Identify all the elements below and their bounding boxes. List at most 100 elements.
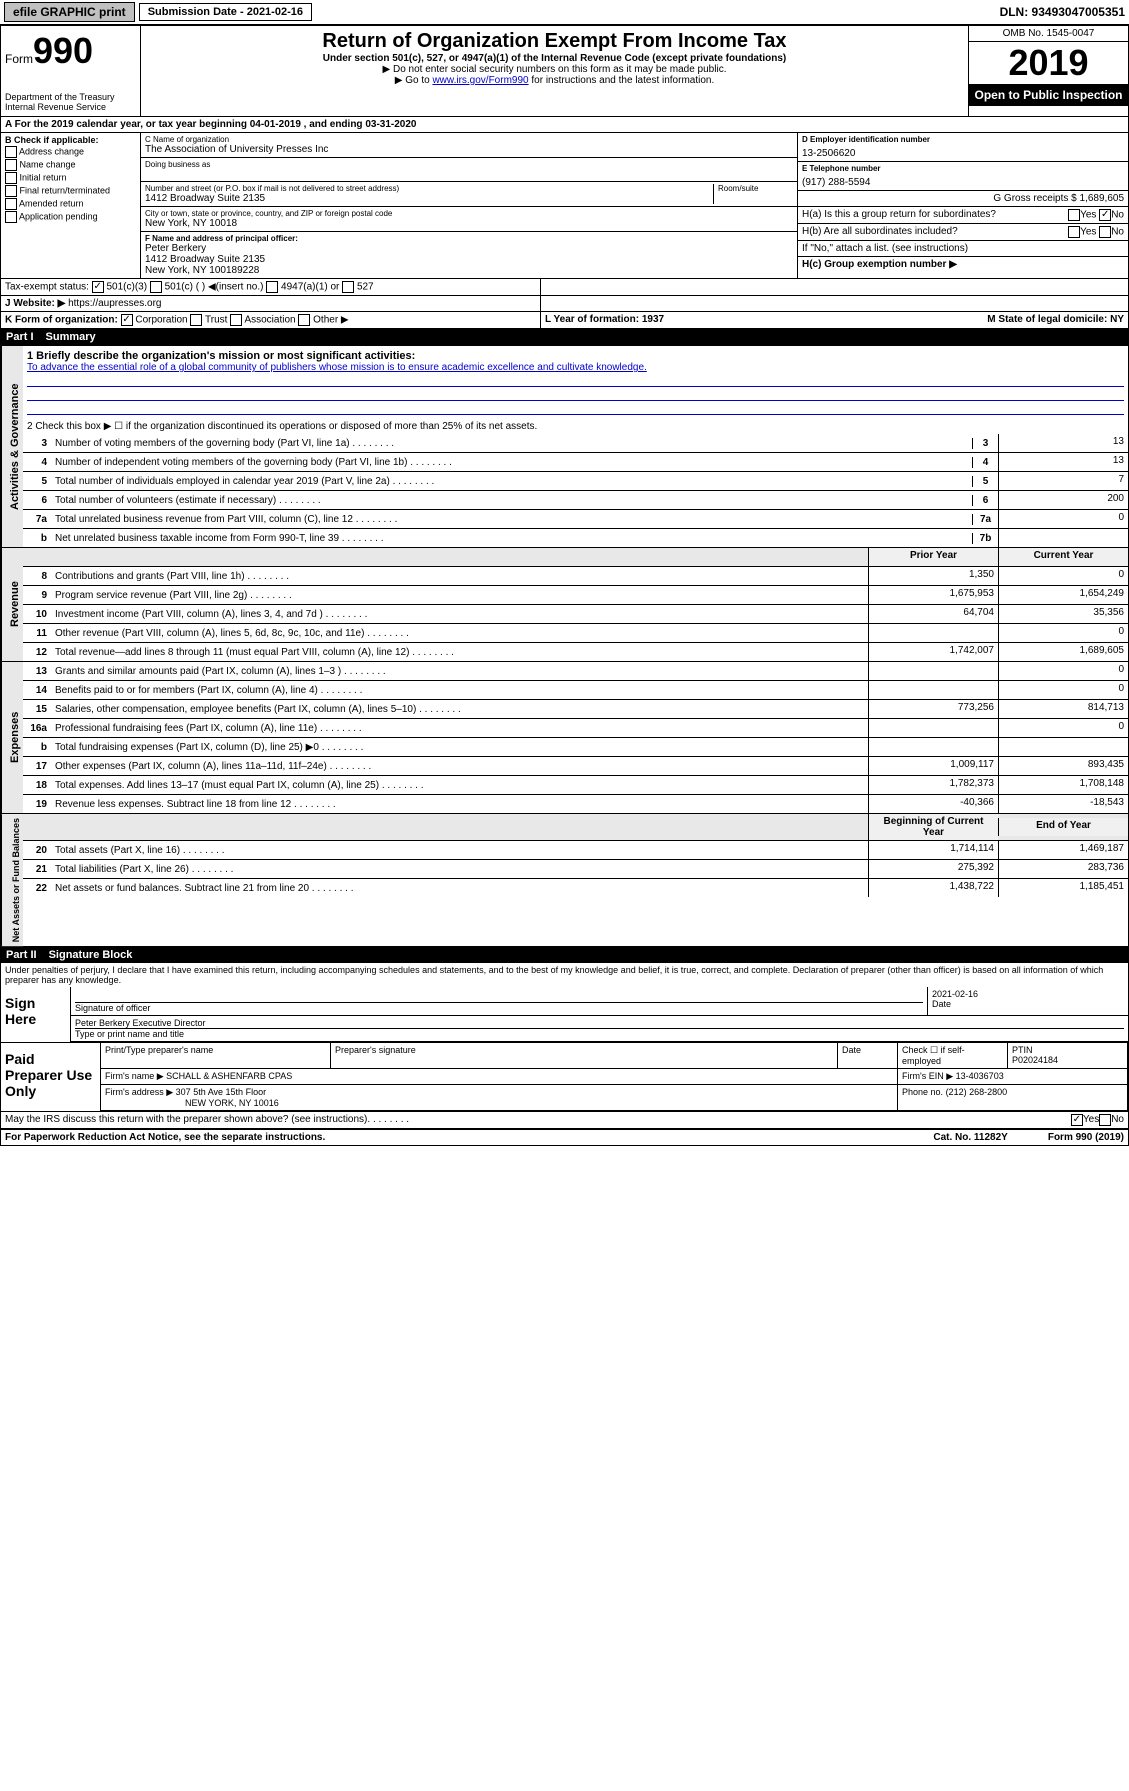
hb-yes[interactable] (1068, 226, 1080, 238)
discuss-q: May the IRS discuss this return with the… (5, 1114, 367, 1126)
side-revenue: Revenue (1, 548, 23, 661)
col-begin: Beginning of Current Year (868, 814, 998, 840)
gross-receipts: G Gross receipts $ 1,689,605 (798, 191, 1128, 207)
cb-corp[interactable] (121, 314, 133, 326)
website-url[interactable]: https://aupresses.org (68, 298, 161, 309)
cb-527[interactable] (342, 281, 354, 293)
paperwork-notice: For Paperwork Reduction Act Notice, see … (5, 1132, 325, 1143)
goto-hint: ▶ Go to www.irs.gov/Form990 for instruct… (145, 75, 964, 86)
hb-note: If "No," attach a list. (see instruction… (798, 241, 1128, 257)
side-expenses: Expenses (1, 662, 23, 813)
sign-here-label: Sign Here (1, 987, 71, 1042)
irs-link[interactable]: www.irs.gov/Form990 (432, 75, 528, 86)
firm-name: SCHALL & ASHENFARB CPAS (166, 1071, 292, 1081)
form-title: Return of Organization Exempt From Incom… (145, 30, 964, 53)
cb-other[interactable] (298, 314, 310, 326)
ssn-hint: ▶ Do not enter social security numbers o… (145, 64, 964, 75)
form-header: Form 990 Department of the Treasury Inte… (0, 26, 1129, 117)
cb-name-change[interactable] (5, 159, 17, 171)
cb-trust[interactable] (190, 314, 202, 326)
part1-header: Part I Summary (0, 329, 1129, 345)
perjury-text: Under penalties of perjury, I declare th… (1, 963, 1128, 987)
prep-name-h: Print/Type preparer's name (101, 1043, 331, 1068)
department: Department of the Treasury Internal Reve… (5, 92, 136, 112)
discuss-yes[interactable] (1071, 1114, 1083, 1126)
prep-selfemp: Check ☐ if self-employed (898, 1043, 1008, 1068)
city-label: City or town, state or province, country… (145, 209, 793, 218)
netassets-section: Net Assets or Fund Balances Beginning of… (0, 814, 1129, 947)
dba-label: Doing business as (145, 160, 793, 169)
phone: (917) 288-5594 (802, 177, 1124, 188)
omb-number: OMB No. 1545-0047 (969, 26, 1128, 42)
mission-text: To advance the essential role of a globa… (27, 362, 1124, 373)
activities-governance-section: Activities & Governance 1 Briefly descri… (0, 345, 1129, 548)
name-label: Type or print name and title (75, 1029, 1124, 1039)
cb-4947[interactable] (266, 281, 278, 293)
org-city: New York, NY 10018 (145, 218, 793, 229)
sign-date: 2021-02-16 (932, 989, 1124, 999)
org-address: 1412 Broadway Suite 2135 (145, 193, 713, 204)
ha-yes[interactable] (1068, 209, 1080, 221)
col-current: Current Year (998, 548, 1128, 566)
cb-pending[interactable] (5, 211, 17, 223)
cb-501c3[interactable] (92, 281, 104, 293)
dln: DLN: 93493047005351 (1000, 5, 1125, 19)
tax-year: 2019 (969, 42, 1128, 84)
officer-addr: 1412 Broadway Suite 2135 New York, NY 10… (145, 254, 793, 276)
year-formation: L Year of formation: 1937 (545, 314, 987, 326)
side-netassets: Net Assets or Fund Balances (1, 814, 23, 946)
mission-label: 1 Briefly describe the organization's mi… (27, 350, 1124, 362)
officer-label: F Name and address of principal officer: (145, 234, 793, 243)
tax-period: A For the 2019 calendar year, or tax yea… (0, 117, 1129, 133)
officer-name: Peter Berkery (145, 243, 793, 254)
side-governance: Activities & Governance (1, 346, 23, 547)
expenses-section: Expenses 13Grants and similar amounts pa… (0, 662, 1129, 814)
prep-sig-h: Preparer's signature (331, 1043, 838, 1068)
revenue-section: Revenue Prior Year Current Year 8Contrib… (0, 548, 1129, 662)
line2: 2 Check this box ▶ ☐ if the organization… (23, 419, 1128, 434)
cb-501c[interactable] (150, 281, 162, 293)
cb-initial[interactable] (5, 172, 17, 184)
under-section: Under section 501(c), 527, or 4947(a)(1)… (145, 53, 964, 64)
cat-no: Cat. No. 11282Y (933, 1132, 1007, 1143)
room-label: Room/suite (718, 184, 793, 193)
date-label: Date (932, 999, 1124, 1009)
firm-city: NEW YORK, NY 10016 (105, 1098, 893, 1108)
org-name-label: C Name of organization (145, 135, 793, 144)
open-to-public: Open to Public Inspection (969, 84, 1128, 106)
discuss-no[interactable] (1099, 1114, 1111, 1126)
firm-addr: 307 5th Ave 15th Floor (176, 1087, 266, 1097)
firm-ein: 13-4036703 (956, 1071, 1004, 1081)
col-end: End of Year (998, 818, 1128, 836)
hb-no[interactable] (1099, 226, 1111, 238)
ha-no[interactable] (1099, 209, 1111, 221)
ha-label: H(a) Is this a group return for subordin… (802, 209, 1068, 221)
firm-phone: (212) 268-2800 (946, 1087, 1008, 1097)
cb-address-change[interactable] (5, 146, 17, 158)
part2-header: Part II Signature Block (0, 947, 1129, 963)
check-if-label: B Check if applicable: (5, 135, 136, 145)
form-prefix: Form (5, 52, 33, 66)
form-number: 990 (33, 30, 93, 72)
prep-date-h: Date (838, 1043, 898, 1068)
tax-exempt-row: Tax-exempt status: 501(c)(3) 501(c) ( ) … (0, 279, 1129, 296)
org-name: The Association of University Presses In… (145, 144, 793, 155)
phone-label: E Telephone number (802, 164, 1124, 173)
signature-block: Under penalties of perjury, I declare th… (0, 963, 1129, 1129)
paid-preparer-label: Paid Preparer Use Only (1, 1043, 101, 1111)
submission-date: Submission Date - 2021-02-16 (139, 3, 312, 21)
identity-block: B Check if applicable: Address change Na… (0, 133, 1129, 279)
efile-print-button[interactable]: efile GRAPHIC print (4, 2, 135, 22)
hc-label: H(c) Group exemption number ▶ (798, 257, 1128, 272)
hb-label: H(b) Are all subordinates included? (802, 226, 1068, 238)
cb-amended[interactable] (5, 198, 17, 210)
top-bar: efile GRAPHIC print Submission Date - 20… (0, 0, 1129, 26)
website-row: J Website: ▶ https://aupresses.org (0, 296, 1129, 312)
ptin: P02024184 (1012, 1055, 1123, 1065)
cb-assoc[interactable] (230, 314, 242, 326)
form-footer: Form 990 (2019) (1048, 1132, 1124, 1143)
cb-final[interactable] (5, 185, 17, 197)
officer-typed-name: Peter Berkery Executive Director (75, 1018, 1124, 1029)
ein-label: D Employer identification number (802, 135, 1124, 144)
state-domicile: M State of legal domicile: NY (987, 314, 1124, 326)
